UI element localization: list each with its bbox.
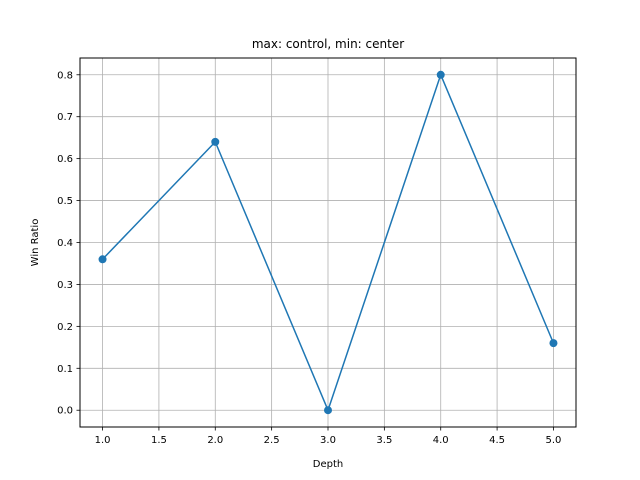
grid xyxy=(80,58,576,427)
x-tick-label: 5.0 xyxy=(546,435,562,446)
x-tick-label: 1.0 xyxy=(95,435,111,446)
y-tick-label: 0.5 xyxy=(57,196,73,207)
y-tick-label: 0.4 xyxy=(57,238,73,249)
data-point xyxy=(324,406,332,415)
x-tick-label: 4.0 xyxy=(433,435,449,446)
y-tick-label: 0.3 xyxy=(57,280,73,291)
x-tick-label: 3.5 xyxy=(376,435,392,446)
y-tick-label: 0.0 xyxy=(57,406,73,417)
data-point xyxy=(98,255,107,264)
x-tick-label: 4.5 xyxy=(489,435,505,446)
y-axis-label: Win Ratio xyxy=(30,219,41,267)
chart-title: max: control, min: center xyxy=(252,37,404,51)
y-tick-label: 0.6 xyxy=(57,154,73,165)
data-point xyxy=(211,137,220,146)
series-layer xyxy=(98,70,558,415)
ticks: 1.0 1.5 2.0 2.5 3.0 3.5 4.0 4.5 5.0 0.0 0.1 0.2 0.3 0… xyxy=(57,70,561,446)
x-tick-label: 2.0 xyxy=(207,435,223,446)
data-point xyxy=(549,339,558,348)
x-tick-label: 2.5 xyxy=(264,435,280,446)
x-tick-label: 3.0 xyxy=(320,435,336,446)
x-axis-label: Depth xyxy=(313,459,343,470)
x-tick-label: 1.5 xyxy=(151,435,167,446)
y-tick-label: 0.7 xyxy=(57,112,73,123)
y-tick-label: 0.1 xyxy=(57,364,73,375)
data-point xyxy=(436,70,445,79)
y-tick-label: 0.8 xyxy=(57,70,73,81)
y-tick-label: 0.2 xyxy=(57,322,73,333)
